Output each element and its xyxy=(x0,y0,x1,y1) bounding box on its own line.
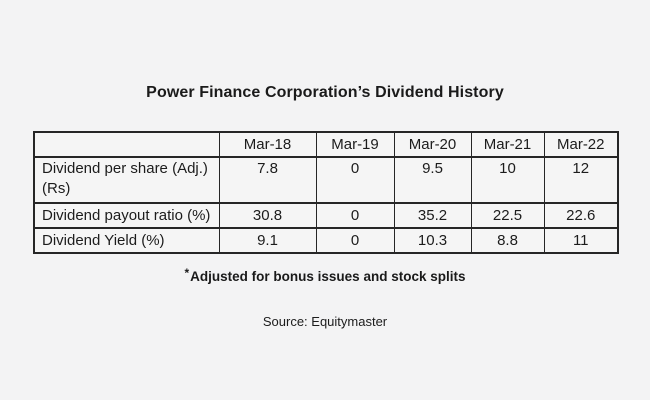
dividend-history-table: Mar-18 Mar-19 Mar-20 Mar-21 Mar-22 Divid… xyxy=(33,131,619,254)
table-row-dividend-per-share: Dividend per share (Adj.) (Rs) 7.8 0 9.5… xyxy=(33,156,619,204)
column-header-mar-21: Mar-21 xyxy=(470,131,545,158)
footnote: *Adjusted for bonus issues and stock spl… xyxy=(0,266,650,284)
cell-value: 10.3 xyxy=(393,227,472,254)
column-header-blank xyxy=(33,131,220,158)
cell-value: 9.5 xyxy=(393,156,472,204)
cell-value: 0 xyxy=(315,202,395,229)
column-header-mar-20: Mar-20 xyxy=(393,131,472,158)
column-header-mar-18: Mar-18 xyxy=(218,131,317,158)
cell-value: 22.5 xyxy=(470,202,545,229)
cell-value: 8.8 xyxy=(470,227,545,254)
source-attribution: Source: Equitymaster xyxy=(262,314,388,329)
cell-value: 9.1 xyxy=(218,227,317,254)
row-label-dividend-payout-ratio: Dividend payout ratio (%) xyxy=(33,202,220,229)
cell-value: 7.8 xyxy=(218,156,317,204)
cell-value: 12 xyxy=(543,156,619,204)
footnote-asterisk: * xyxy=(184,266,190,280)
row-label-dividend-per-share: Dividend per share (Adj.) (Rs) xyxy=(33,156,220,204)
table-row-dividend-yield: Dividend Yield (%) 9.1 0 10.3 8.8 11 xyxy=(33,227,619,254)
column-header-mar-19: Mar-19 xyxy=(315,131,395,158)
cell-value: 0 xyxy=(315,156,395,204)
footnote-text: Adjusted for bonus issues and stock spli… xyxy=(190,269,466,284)
column-header-mar-22: Mar-22 xyxy=(543,131,619,158)
row-label-dividend-yield: Dividend Yield (%) xyxy=(33,227,220,254)
table-header-row: Mar-18 Mar-19 Mar-20 Mar-21 Mar-22 xyxy=(33,131,619,158)
cell-value: 0 xyxy=(315,227,395,254)
cell-value: 30.8 xyxy=(218,202,317,229)
cell-value: 22.6 xyxy=(543,202,619,229)
cell-value: 10 xyxy=(470,156,545,204)
table-row-dividend-payout-ratio: Dividend payout ratio (%) 30.8 0 35.2 22… xyxy=(33,202,619,229)
cell-value: 35.2 xyxy=(393,202,472,229)
cell-value: 11 xyxy=(543,227,619,254)
figure-title: Power Finance Corporation’s Dividend His… xyxy=(146,84,504,101)
